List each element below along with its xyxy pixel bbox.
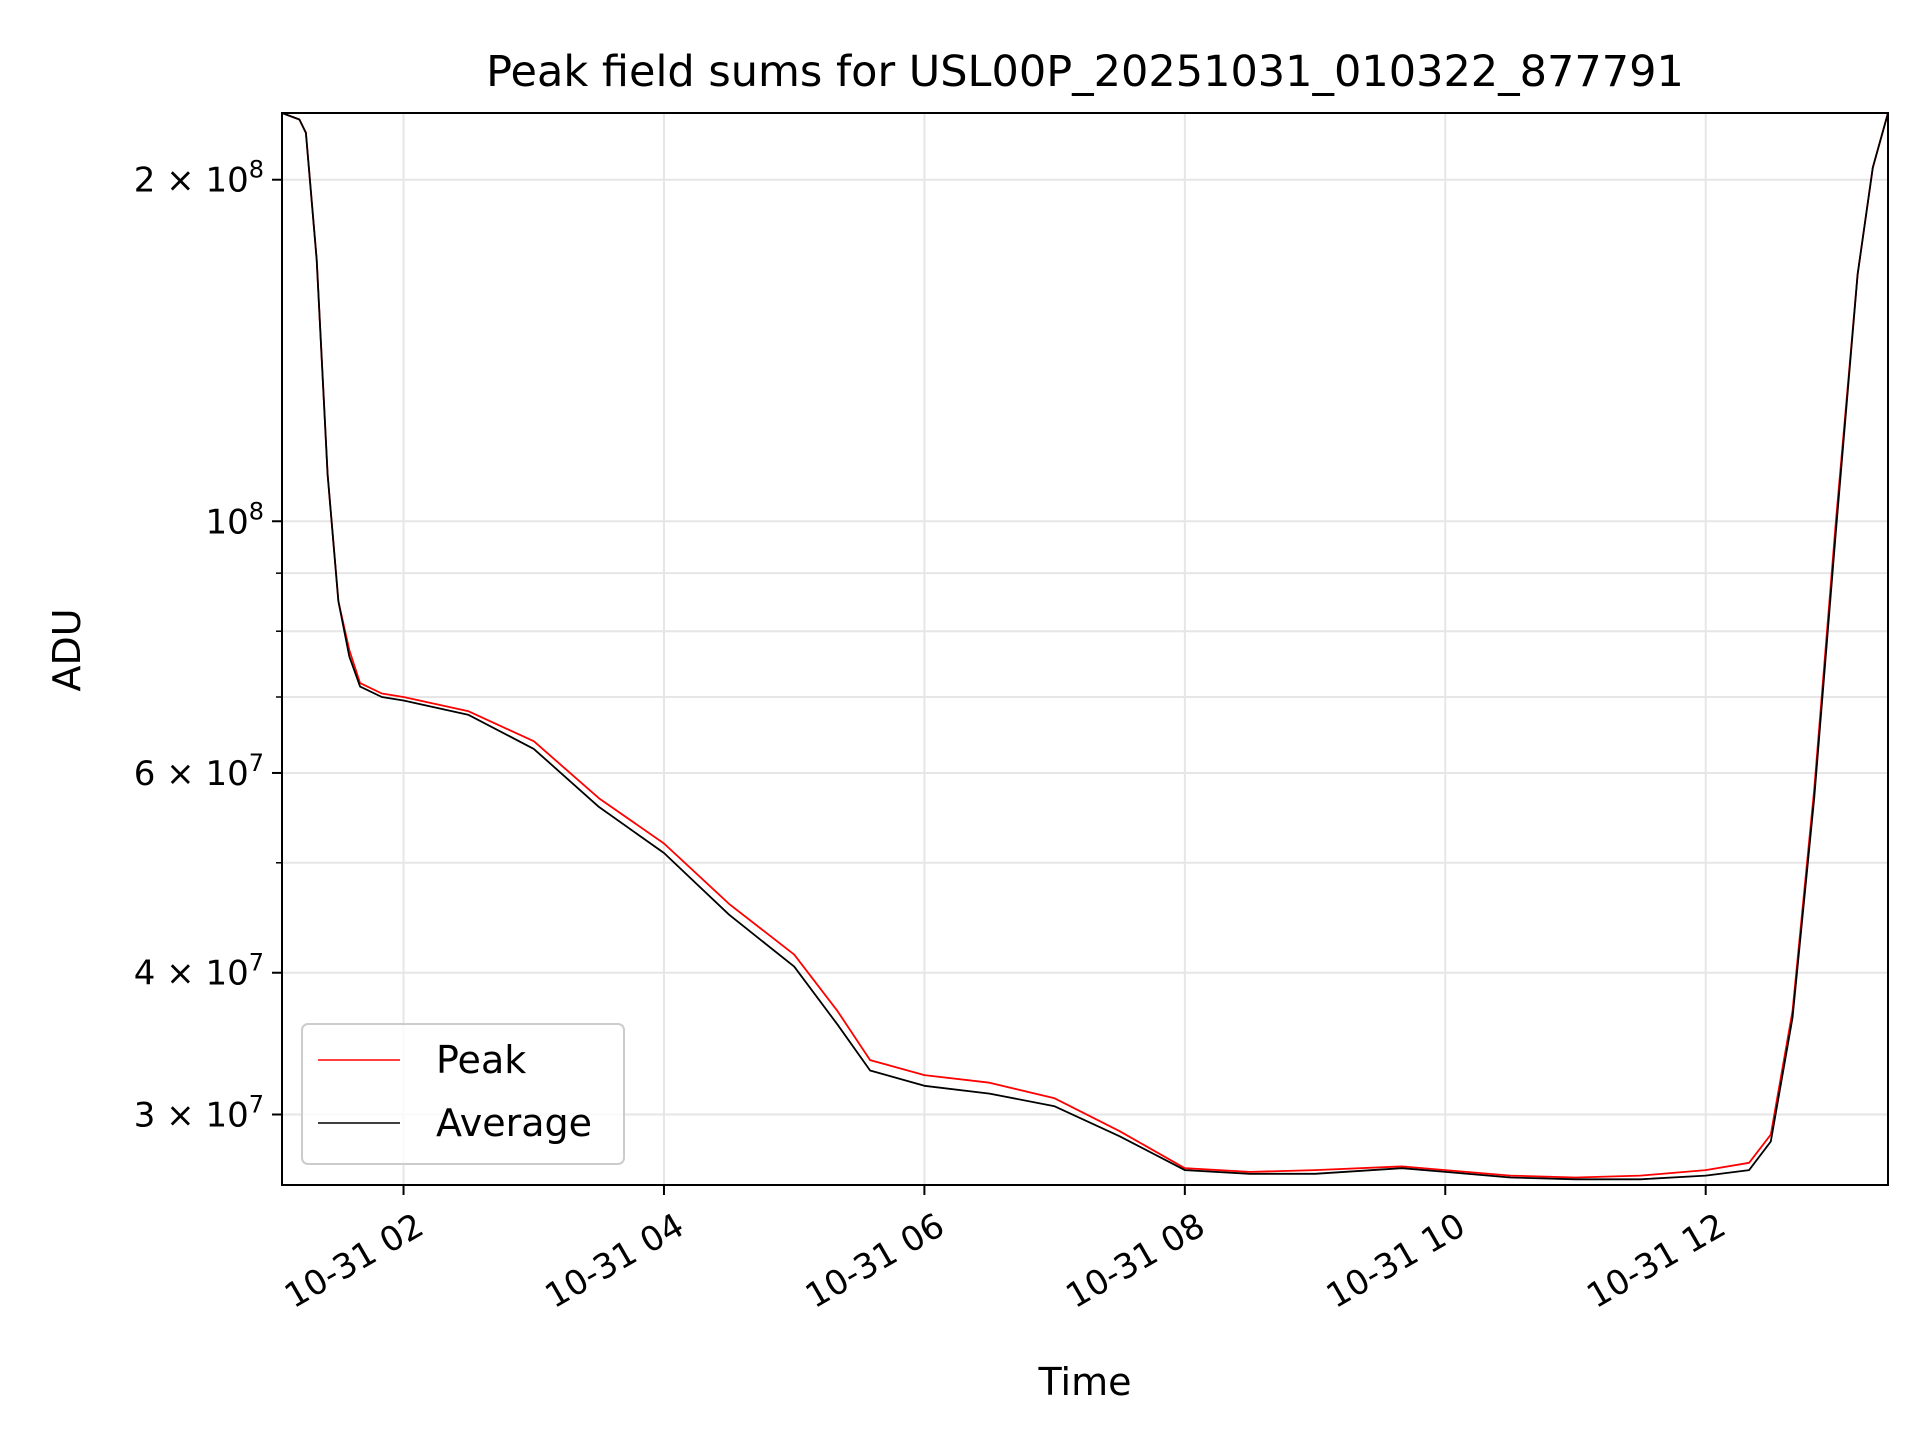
chart-title: Peak field sums for USL00P_20251031_0103… [486,47,1684,97]
series-average-point [836,1024,839,1026]
y-tick-label: 108 [205,497,264,542]
series-average-point [869,1069,871,1072]
series-peak-point [1314,1169,1316,1171]
series-peak-point [1119,1130,1121,1132]
series-average-point [402,699,405,702]
axes-frame [281,112,1889,1186]
series-average-point [326,473,329,475]
series-average-point [728,914,730,916]
series-peak-point [598,797,600,799]
series-peak-point [869,1059,871,1061]
series-peak-point [468,710,470,712]
series-average-point [663,852,665,854]
series-average-point [1748,1169,1750,1171]
series-average-point [1119,1135,1121,1137]
series-peak-point [1509,1175,1511,1177]
series-peak-point [1054,1097,1056,1099]
series-peak-point [923,1074,926,1076]
x-axis-label: Time [1038,1360,1132,1404]
series-average-point [1872,166,1874,169]
series-average-point [1574,1178,1577,1180]
series-average-point [305,132,307,134]
y-axis-label: ADU [45,608,89,691]
series-peak-point [1639,1175,1642,1177]
series-average-point [923,1085,926,1087]
series-peak-point [1705,1169,1707,1171]
legend-peak-label: Peak [436,1038,526,1082]
series-average-point [1509,1176,1511,1179]
series-average-point [1444,1171,1446,1173]
series-average-point [1791,1017,1794,1019]
series-peak-point [1249,1171,1251,1173]
series-average-point [598,806,600,808]
series-peak-point [1401,1165,1403,1168]
series-peak-point [533,740,535,742]
series-average-point [1184,1169,1186,1171]
legend-box [301,1023,625,1165]
series-average-point [1054,1105,1056,1107]
plot-area [281,112,1889,1181]
series-peak-point [836,1010,839,1012]
series-average-point [359,685,361,688]
series-average-point [381,696,383,698]
series-peak-point [988,1082,991,1084]
series-peak-point [728,903,730,905]
y-axis: 2 × 108 108 6 × 107 4 × 107 3 × 107 [134,156,282,1135]
y-tick-label: 3 × 107 [134,1090,264,1135]
series-average-point [348,655,350,658]
series-average-point [298,118,300,121]
series-peak-point [1574,1176,1577,1179]
series-average-point [337,600,340,602]
series-average-point [1705,1175,1707,1177]
series-peak-point [663,842,665,845]
y-tick-label: 4 × 107 [134,949,264,994]
series-peak-point [793,954,795,956]
series-peak-point [1444,1169,1446,1171]
series-average-point [1639,1178,1642,1180]
legend: Peak Average [301,1023,625,1165]
y-tick-label: 6 × 107 [134,749,264,794]
series-average-point [1857,273,1859,276]
series-average-point [1401,1167,1403,1169]
series-peak-point [381,692,383,695]
series-average-point [1813,797,1815,799]
legend-average-label: Average [436,1101,592,1145]
series-average-point [1249,1173,1251,1175]
series-average-point [316,259,318,261]
series-average-point [533,748,535,750]
series-average-point [1770,1140,1772,1143]
y-tick-label: 2 × 108 [134,156,264,201]
series-peak-point [1184,1167,1186,1169]
series-average-point [1835,530,1837,532]
series-peak-point [1748,1162,1750,1164]
series-average-point [1314,1173,1316,1175]
series-peak-point [402,696,405,698]
series-average-point [793,966,795,968]
series-average-point [988,1092,991,1095]
series-average-point [468,714,470,716]
